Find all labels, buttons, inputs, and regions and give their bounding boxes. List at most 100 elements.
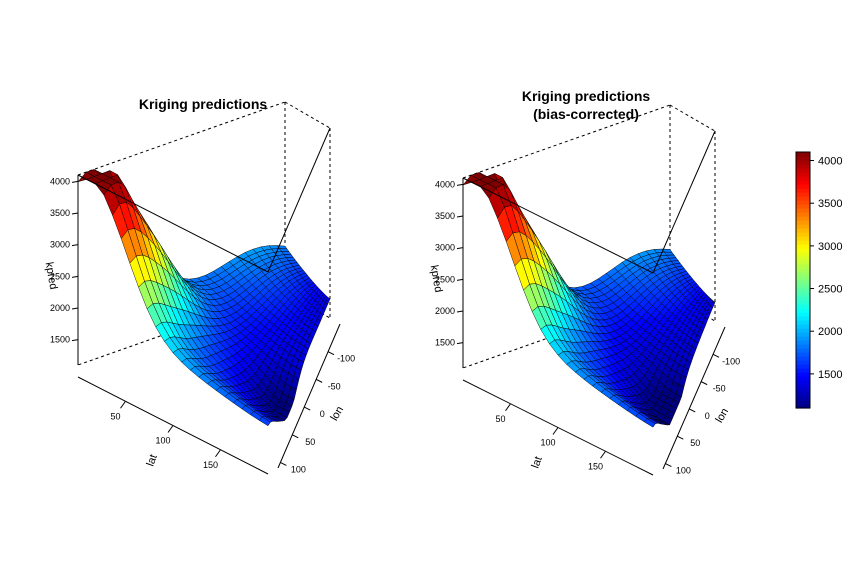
colorbar-segment [796,204,810,209]
colorbar-segment [796,260,810,265]
colorbar-segment [796,156,810,161]
y-tick-label: 0 [705,411,710,421]
panel-1-title-text: Kriging predictions [138,96,268,112]
colorbar-segment [796,396,810,401]
box-edge [669,104,716,132]
surface-panel-2: 1500 2000 2500 3000 3500 4000 kpred 50 100 150 lat… [428,104,740,476]
y-tick [327,351,335,356]
box-edge [652,130,716,274]
y-axis-line [277,323,341,469]
z-tick [71,307,79,310]
colorbar-segment [796,196,810,201]
panel-2-title-text: Kriging predictions [521,88,651,104]
z-tick-label: 1500 [435,338,455,348]
colorbar-tick-label: 3500 [818,198,842,210]
box-edge [267,127,331,273]
colorbar-segment [796,368,810,373]
colorbar-segment [796,216,810,221]
z-tick-label: 4000 [50,176,70,186]
y-tick [292,434,299,439]
colorbar-segment [796,200,810,205]
colorbar-segment [796,280,810,285]
x-tick-label: 50 [110,411,120,421]
colorbar-segment [796,292,810,297]
colorbar-segment [796,288,810,293]
x-tick [552,427,559,435]
colorbar-tick-label: 1500 [818,369,842,381]
colorbar-segment [796,160,810,165]
x-tick [600,450,606,459]
colorbar-segment [796,364,810,369]
y-tick-label: 100 [291,464,306,474]
z-tick [71,180,79,183]
colorbar-segment [796,336,810,341]
colorbar-segment [796,308,810,313]
x-tick [120,400,126,409]
y-tick [689,408,696,413]
colorbar-segment [796,188,810,193]
y-tick-label: 50 [305,437,315,447]
x-tick-label: 150 [203,460,218,470]
y-tick [677,435,684,440]
z-tick-label: 4000 [435,179,455,189]
y-tick-label: -100 [722,356,740,366]
colorbar-segment [796,228,810,233]
x-tick [505,403,511,412]
z-tick-label: 2500 [50,271,70,281]
colorbar-segment [796,152,810,157]
colorbar-segment [796,392,810,397]
colorbar-tick-label: 3000 [818,241,842,253]
colorbar-segment [796,264,810,269]
colorbar-segment [796,284,810,289]
z-tick [71,212,79,215]
colorbar-segment [796,184,810,189]
box-edge [77,101,286,176]
surface-panel-1: 1500 2000 2500 3000 3500 4000 kpred 50 100 150 lat… [43,101,355,474]
colorbar-segment [796,320,810,325]
colorbar-segment [796,352,810,357]
colorbar-segment [796,344,810,349]
z-tick [71,244,79,247]
colorbar-segment [796,400,810,405]
colorbar-segment [796,384,810,389]
colorbar-segment [796,220,810,225]
z-tick [456,342,464,345]
panel-2-title: Kriging predictions (bias-corrected) [436,87,736,123]
y-tick [280,462,287,466]
colorbar-tick-label: 4000 [818,156,842,168]
colorbar-segment [796,176,810,181]
colorbar-segment [796,328,810,333]
colorbar-segment [796,304,810,309]
z-axis-label: kpred [43,261,60,290]
colorbar-segment [796,376,810,381]
z-tick-label: 3500 [50,208,70,218]
colorbar-segment [796,236,810,241]
y-tick [665,463,672,467]
colorbar-segment [796,332,810,337]
colorbar-segment [796,340,810,345]
colorbar-segment [796,224,810,229]
box-edge [462,104,671,179]
colorbar-segment [796,380,810,385]
colorbar-segment [796,252,810,257]
y-tick-label: -100 [337,354,355,364]
colorbar-tick-label: 2000 [818,326,842,338]
colorbar-segment [796,180,810,185]
z-tick-label: 3000 [435,243,455,253]
z-tick [71,339,79,342]
colorbar-segment [796,172,810,177]
z-tick [456,247,464,250]
x-tick-label: 50 [495,414,505,424]
x-axis-label: lat [145,453,160,468]
colorbar-segment [796,404,810,409]
y-tick-label: 0 [320,409,325,419]
z-tick-label: 2000 [50,303,70,313]
z-axis-label: kpred [428,264,445,293]
z-tick [456,215,464,218]
colorbar: 1500 2000 2500 3000 3500 4000 [795,151,842,409]
panel-1-title: Kriging predictions [53,95,353,113]
z-tick [71,275,79,278]
colorbar-segment [796,272,810,277]
z-tick [456,278,464,281]
